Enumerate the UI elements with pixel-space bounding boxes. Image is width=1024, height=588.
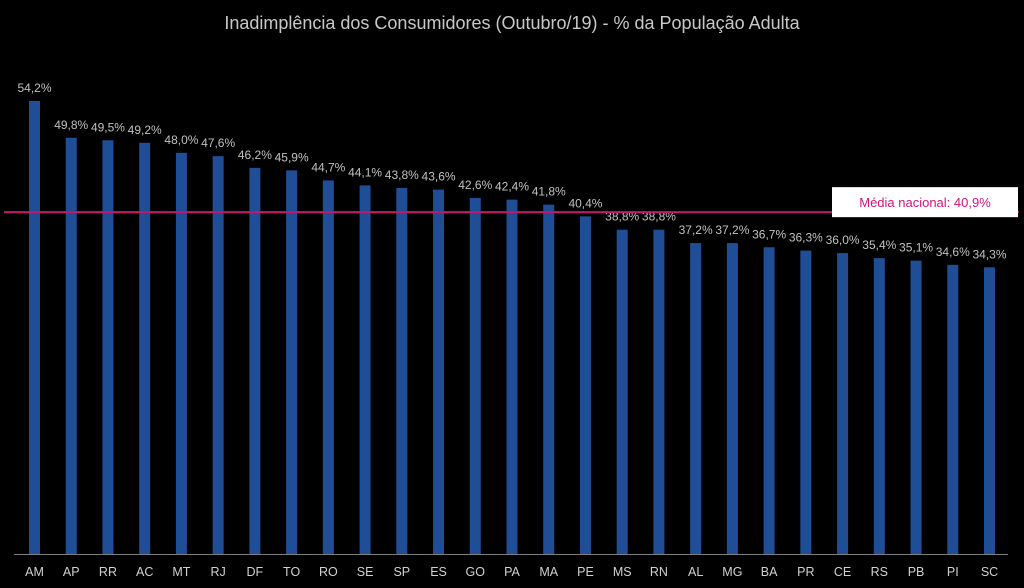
category-label: AC [136,565,153,579]
category-label: RR [99,565,117,579]
bar-pa [506,199,518,554]
value-label: 45,9% [275,150,309,164]
value-label: 35,1% [899,241,933,255]
category-label: AP [63,565,80,579]
value-label: 42,6% [458,178,492,192]
value-label: 35,4% [862,238,896,252]
category-label: MS [613,565,632,579]
value-label: 49,2% [128,123,162,137]
category-label: AL [688,565,703,579]
bar-ma [543,204,555,554]
value-labels-layer: 54,2% 49,8% 49,5% 49,2%48,0% 47,6%46,2% 45,9%… [17,81,1006,261]
category-labels-layer: AM AP RR AC MT RJ DF TO RO SE SP ES GO PA MA PE MS RN AL MG… [25,565,998,579]
value-label: 47,6% [201,136,235,150]
value-label: 36,7% [752,227,786,241]
bar-es [433,189,445,554]
bar-se [359,185,371,555]
value-label: 48,0% [164,133,198,147]
bar-ba [763,247,775,554]
bar-to [286,170,298,554]
category-label: PB [908,565,925,579]
category-label: PR [797,565,814,579]
value-label: 44,1% [348,165,382,179]
bar-pr [800,250,812,555]
bar-ce [837,253,849,555]
average-label-box [832,187,1018,218]
category-label: SE [357,565,374,579]
category-label: PE [577,565,594,579]
bar-rn [653,229,665,554]
bar-ap [65,137,77,554]
value-label: 44,7% [311,160,345,174]
bar-al [690,243,702,554]
bar-rr [102,140,114,554]
value-label: 36,3% [789,231,823,245]
bar-am [29,101,40,554]
value-label: 46,2% [238,148,272,162]
bar-pe [579,216,591,554]
value-label: 49,8% [54,118,88,132]
bar-df [249,167,261,555]
chart-title: Inadimplência dos Consumidores (Outubro/… [224,13,800,33]
value-label: 42,4% [495,180,529,194]
category-label: MT [172,565,190,579]
value-label: 54,2% [17,81,51,95]
category-label: SP [393,565,410,579]
value-label: 37,2% [715,223,749,237]
category-label: DF [247,565,264,579]
category-label: CE [834,565,851,579]
bar-sc [984,267,995,554]
category-label: SC [981,565,998,579]
bar-mt [175,152,187,554]
category-label: GO [466,565,486,579]
category-label: RS [871,565,888,579]
category-label: TO [283,565,300,579]
average-label-text: Média nacional: 40,9% [859,195,991,210]
value-label: 38,8% [642,210,676,224]
bar-rj [212,156,224,554]
value-label: 49,5% [91,120,125,134]
bar-sp [396,187,408,555]
average-label: Média nacional: 40,9% [832,187,1018,218]
bar-ro [322,180,334,554]
bar-pb [910,260,922,554]
bar-ac [139,142,151,555]
category-label: RN [650,565,668,579]
bars-layer [29,101,995,555]
category-label: RJ [211,565,226,579]
value-label: 40,4% [568,196,602,210]
value-label: 41,8% [532,185,566,199]
value-label: 43,6% [422,170,456,184]
category-label: BA [761,565,778,579]
value-label: 43,8% [385,168,419,182]
value-label: 37,2% [679,223,713,237]
category-label: AM [25,565,44,579]
value-label: 34,6% [936,245,970,259]
category-label: ES [430,565,447,579]
bar-rs [873,258,885,554]
category-label: PI [947,565,959,579]
bar-ms [616,229,628,554]
value-label: 36,0% [826,233,860,247]
bar-pi [947,264,959,554]
bar-mg [726,243,738,554]
category-label: MG [722,565,742,579]
category-label: MA [539,565,558,579]
bar-go [469,197,481,554]
value-label: 34,3% [972,247,1006,261]
category-label: RO [319,565,338,579]
value-label: 38,8% [605,210,639,224]
category-label: PA [504,565,520,579]
